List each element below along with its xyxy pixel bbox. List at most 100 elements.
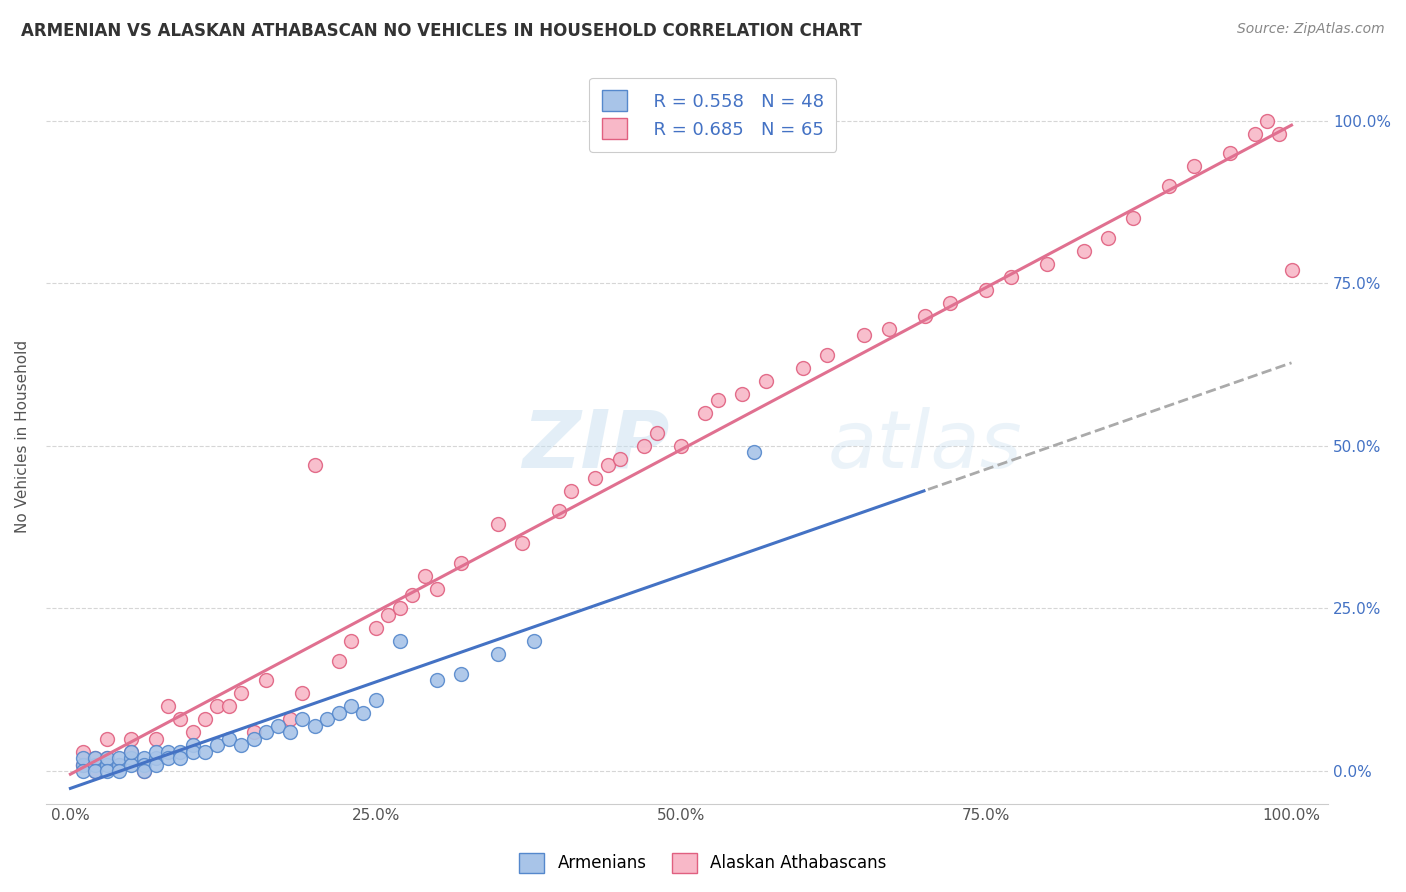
Point <box>72 751 94 765</box>
Point <box>194 745 217 759</box>
Point <box>218 731 240 746</box>
Point <box>83 764 105 778</box>
Point <box>120 731 142 746</box>
Point <box>1097 230 1119 244</box>
Point <box>755 374 778 388</box>
Point <box>413 569 436 583</box>
Point <box>205 699 228 714</box>
Point <box>609 451 631 466</box>
Point <box>914 309 936 323</box>
Point <box>1281 263 1303 277</box>
Point <box>1159 178 1181 193</box>
Point <box>83 764 105 778</box>
Point <box>304 458 326 473</box>
Point <box>231 738 253 752</box>
Point <box>1122 211 1144 226</box>
Point <box>120 757 142 772</box>
Point <box>278 725 301 739</box>
Point <box>1182 159 1205 173</box>
Point <box>877 322 900 336</box>
Point <box>377 607 399 622</box>
Point <box>145 757 167 772</box>
Point <box>585 471 607 485</box>
Point <box>132 751 155 765</box>
Point <box>426 582 449 596</box>
Point <box>96 757 118 772</box>
Point <box>450 666 472 681</box>
Point <box>72 764 94 778</box>
Point <box>1268 127 1291 141</box>
Point <box>328 653 350 667</box>
Point <box>108 751 131 765</box>
Point <box>218 699 240 714</box>
Point <box>108 757 131 772</box>
Point <box>596 458 619 473</box>
Point <box>364 621 387 635</box>
Point <box>120 745 142 759</box>
Point <box>96 751 118 765</box>
Point <box>108 757 131 772</box>
Point <box>72 745 94 759</box>
Point <box>1000 269 1022 284</box>
Point <box>742 445 765 459</box>
Point <box>132 757 155 772</box>
Text: Source: ZipAtlas.com: Source: ZipAtlas.com <box>1237 22 1385 37</box>
Point <box>108 764 131 778</box>
Point <box>120 751 142 765</box>
Point <box>560 484 582 499</box>
Point <box>633 439 655 453</box>
Point <box>254 673 277 687</box>
Point <box>817 348 839 362</box>
Point <box>401 589 423 603</box>
Point <box>669 439 692 453</box>
Point <box>731 386 754 401</box>
Point <box>181 745 204 759</box>
Point <box>450 556 472 570</box>
Point <box>340 699 363 714</box>
Point <box>205 738 228 752</box>
Point <box>72 757 94 772</box>
Point <box>974 283 997 297</box>
Point <box>523 634 546 648</box>
Point <box>853 328 876 343</box>
Point <box>1073 244 1095 258</box>
Point <box>169 745 191 759</box>
Point <box>291 686 314 700</box>
Point <box>254 725 277 739</box>
Y-axis label: No Vehicles in Household: No Vehicles in Household <box>15 340 30 533</box>
Point <box>1036 257 1059 271</box>
Point <box>231 686 253 700</box>
Point <box>72 757 94 772</box>
Point <box>645 425 668 440</box>
Legend:   R = 0.558   N = 48,   R = 0.685   N = 65: R = 0.558 N = 48, R = 0.685 N = 65 <box>589 78 837 152</box>
Point <box>181 725 204 739</box>
Point <box>486 516 509 531</box>
Point <box>120 745 142 759</box>
Point <box>315 712 337 726</box>
Point <box>194 712 217 726</box>
Point <box>364 692 387 706</box>
Text: ZIP: ZIP <box>522 407 669 485</box>
Point <box>510 536 533 550</box>
Point <box>83 751 105 765</box>
Point <box>389 634 412 648</box>
Point <box>145 731 167 746</box>
Point <box>96 751 118 765</box>
Point <box>83 757 105 772</box>
Point <box>1219 146 1241 161</box>
Point <box>706 393 728 408</box>
Point <box>1244 127 1267 141</box>
Point <box>157 751 180 765</box>
Text: atlas: atlas <box>828 407 1022 485</box>
Point <box>157 745 180 759</box>
Point <box>938 295 960 310</box>
Point <box>547 504 569 518</box>
Point <box>169 751 191 765</box>
Point <box>132 764 155 778</box>
Point <box>1256 113 1278 128</box>
Point <box>695 406 717 420</box>
Point <box>242 725 264 739</box>
Point <box>83 751 105 765</box>
Point <box>278 712 301 726</box>
Point <box>792 360 814 375</box>
